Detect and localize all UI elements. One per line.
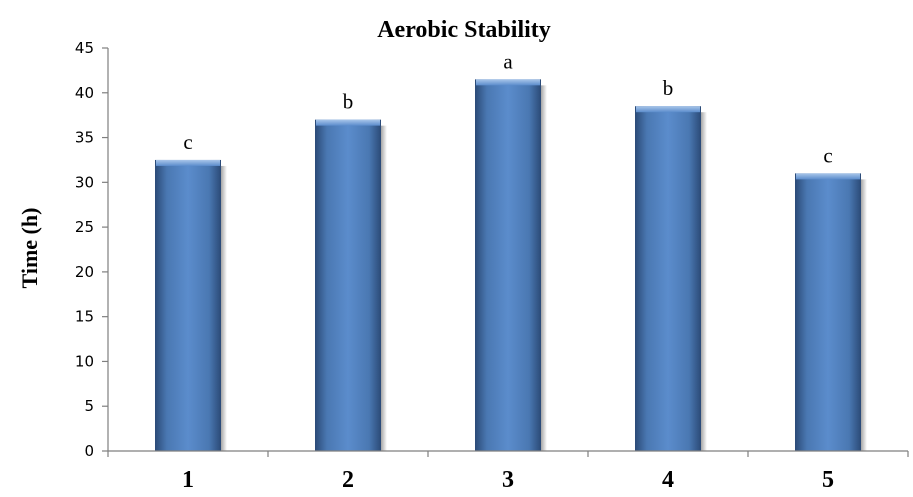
bar-4 [635,106,701,451]
bar-shadow [701,112,707,451]
y-tick-label: 15 [75,308,94,326]
x-tick-label: 2 [342,467,354,493]
y-tick-label: 10 [75,352,94,370]
y-tick-label: 25 [75,218,94,236]
y-tick-label: 30 [75,173,94,191]
y-tick-label: 5 [84,397,94,415]
y-axis-ticks: 0 5 10 15 20 25 30 35 40 45 [75,39,108,460]
bar-3 [475,79,541,451]
y-tick-label: 35 [75,129,94,147]
bar-cap [796,173,860,180]
data-label: c [823,143,832,167]
bar-shadow [381,125,387,452]
data-label: b [343,90,354,114]
x-axis-ticks: 1 2 3 4 5 [107,451,909,493]
x-tick-label: 1 [182,467,194,493]
data-label: c [183,130,192,154]
bar-cap [156,159,220,166]
x-tick-label: 4 [662,467,674,493]
y-tick-label: 40 [75,84,94,102]
bar-cap [316,119,380,126]
x-tick-label: 5 [822,467,834,493]
bar-cap [636,106,700,113]
bars: c b a b c [155,49,867,452]
y-tick-label: 0 [84,442,94,460]
bar-2 [315,119,381,452]
y-tick-label: 20 [75,263,94,281]
bar-1 [155,159,221,451]
data-label: a [503,49,513,73]
chart-title: Aerobic Stability [377,17,551,43]
y-axis-label: Time (h) [17,208,42,289]
bar-shadow [221,165,227,451]
bar-shadow [861,179,867,451]
y-tick-label: 45 [75,39,94,57]
bar-shadow [541,85,547,451]
bar-5 [795,173,861,451]
data-label: b [663,76,674,100]
x-tick-label: 3 [502,467,514,493]
bar-cap [476,79,540,86]
